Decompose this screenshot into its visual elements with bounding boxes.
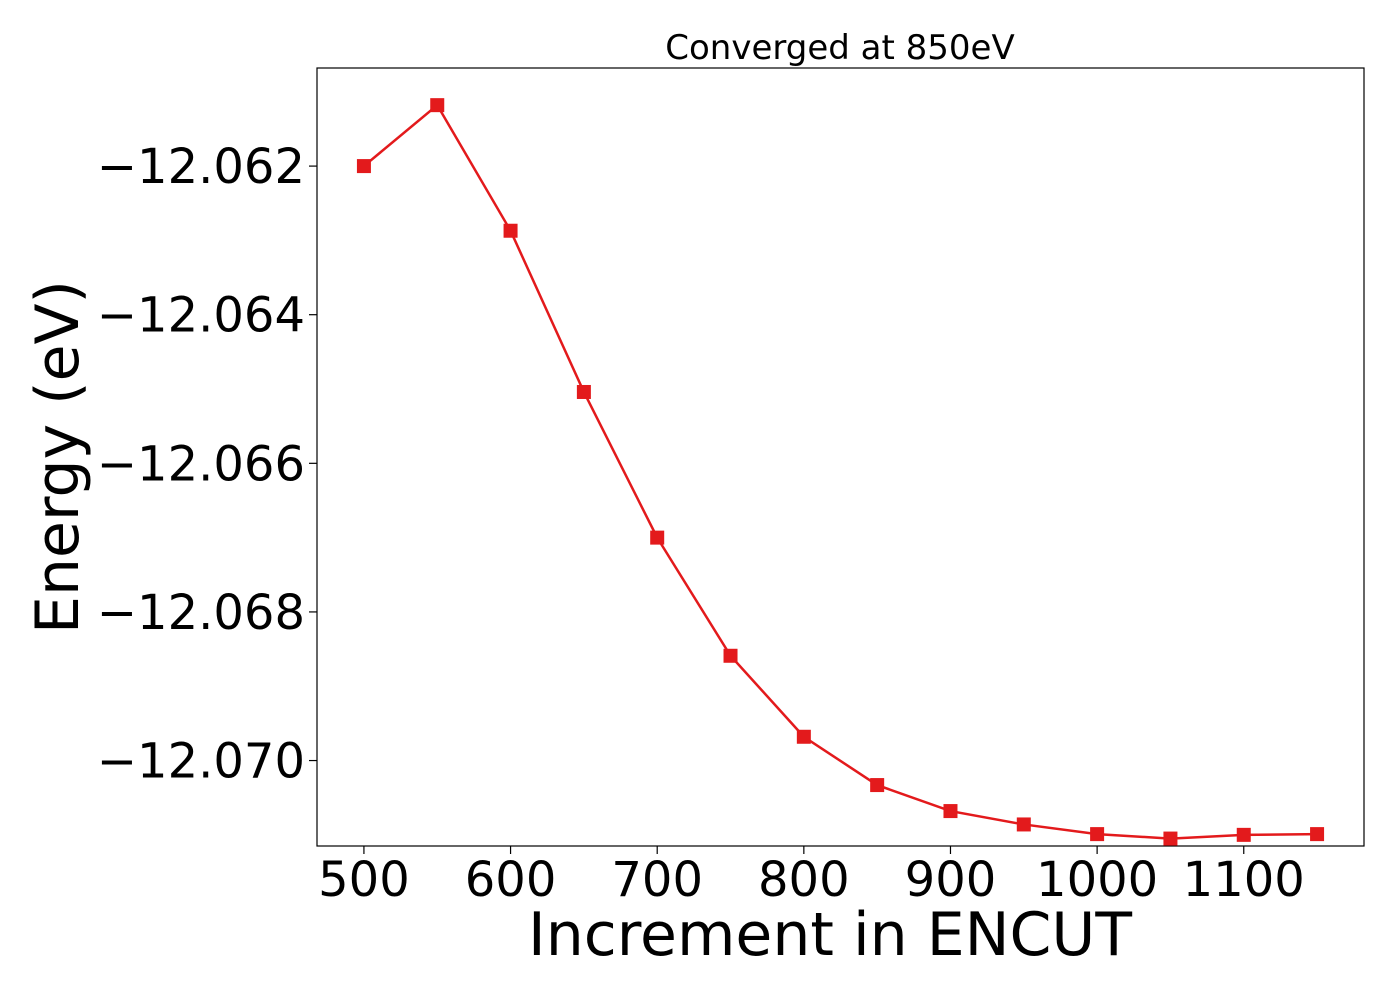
data-point-marker xyxy=(870,778,885,793)
data-point-marker xyxy=(430,98,445,113)
x-tick-label: 800 xyxy=(758,852,850,908)
chart-title: Converged at 850eV xyxy=(665,28,1014,68)
energy-series-markers xyxy=(356,98,1325,846)
x-tick-label: 600 xyxy=(465,852,557,908)
y-axis-label: Energy (eV) xyxy=(23,280,93,634)
data-point-marker xyxy=(1310,827,1325,842)
y-tick-label: −12.066 xyxy=(97,436,305,492)
x-axis-ticks: 500 600 700 800 900 1000 1100 xyxy=(318,846,1305,908)
data-point-marker xyxy=(1163,831,1178,846)
data-point-marker xyxy=(1090,827,1105,842)
data-point-marker xyxy=(943,804,958,819)
y-tick-label: −12.064 xyxy=(97,288,305,344)
x-tick-label: 1100 xyxy=(1183,852,1305,908)
data-point-marker xyxy=(650,530,665,545)
data-point-marker xyxy=(796,729,811,744)
data-point-marker xyxy=(356,159,371,174)
x-tick-label: 1000 xyxy=(1036,852,1158,908)
x-tick-label: 900 xyxy=(905,852,997,908)
data-point-marker xyxy=(503,223,518,238)
data-point-marker xyxy=(723,648,738,663)
y-tick-label: −12.070 xyxy=(97,734,305,790)
data-point-marker xyxy=(1016,817,1031,832)
energy-series-line xyxy=(363,103,1318,840)
x-axis-label: Increment in ENCUT xyxy=(528,900,1132,970)
y-tick-label: −12.062 xyxy=(97,139,305,195)
data-point-marker xyxy=(1236,827,1251,842)
x-tick-label: 700 xyxy=(611,852,703,908)
x-tick-label: 500 xyxy=(318,852,410,908)
y-axis-ticks: −12.062 −12.064 −12.066 −12.068 −12.070 xyxy=(97,139,317,790)
y-tick-label: −12.068 xyxy=(97,585,305,641)
plot-area-frame xyxy=(316,67,1365,847)
data-point-marker xyxy=(576,384,591,399)
